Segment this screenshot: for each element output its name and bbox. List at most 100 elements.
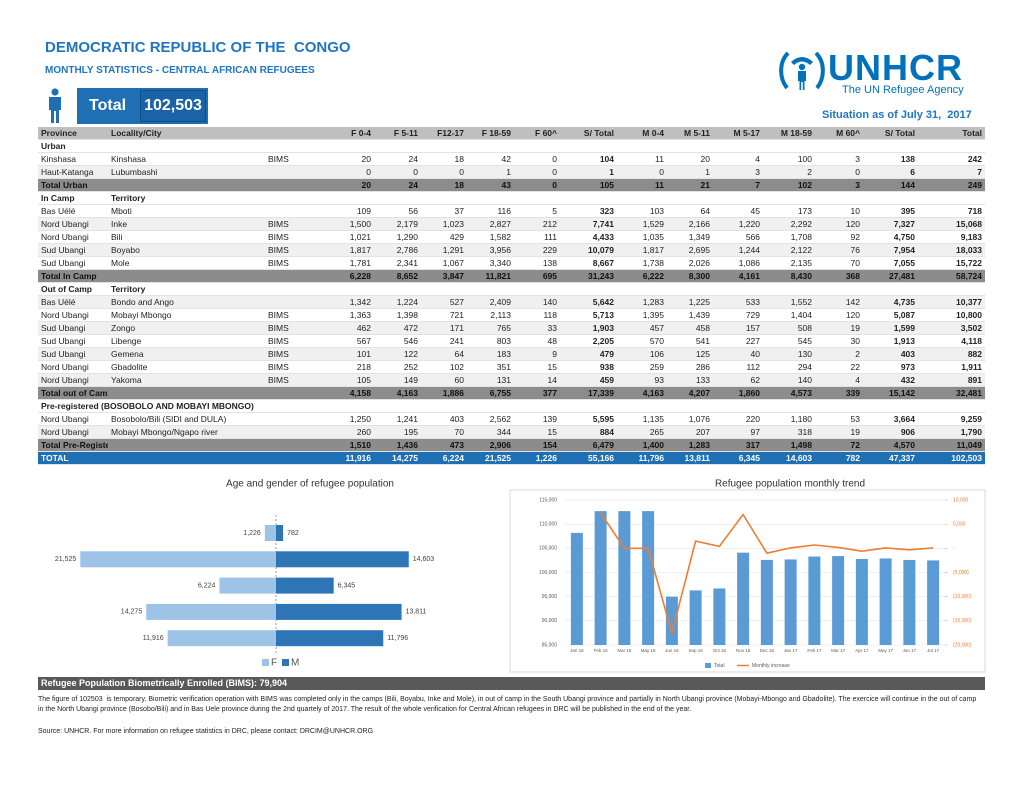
table-cell: 144 bbox=[863, 178, 918, 192]
table-cell: 8,430 bbox=[763, 269, 815, 283]
x-tick-label: Mar 16 bbox=[617, 648, 632, 653]
table-cell: 4 bbox=[815, 373, 863, 387]
y2-tick-label: (5,000) bbox=[953, 570, 969, 576]
data-row: Bas Uélé Mboti 109 56 37 116 5 323 103 64 45 173 10 3… bbox=[38, 204, 985, 218]
table-cell bbox=[265, 269, 330, 283]
table-cell: 122 bbox=[374, 347, 421, 361]
table-cell: 58,724 bbox=[918, 269, 985, 283]
table-cell: Bas Uélé bbox=[38, 295, 108, 309]
table-cell: 1,283 bbox=[617, 295, 667, 309]
value-label: 6,224 bbox=[198, 582, 216, 589]
table-cell: BIMS bbox=[265, 152, 330, 166]
bar bbox=[276, 577, 334, 594]
table-cell bbox=[265, 191, 985, 205]
table-cell: 104 bbox=[560, 152, 617, 166]
table-cell bbox=[265, 295, 330, 309]
table-cell: 429 bbox=[421, 230, 467, 244]
table-cell: 2,562 bbox=[467, 412, 514, 426]
statistics-table: Province Locality/City F 0-4 F 5-11 F12-17 F … bbox=[38, 127, 985, 465]
table-cell: 102 bbox=[763, 178, 815, 192]
table-cell: Inke bbox=[108, 217, 265, 231]
y-tick-label: 100,000 bbox=[539, 570, 557, 576]
table-cell: 22 bbox=[815, 360, 863, 374]
y-tick-label: 105,000 bbox=[539, 546, 557, 552]
table-cell: Kinshasa bbox=[38, 152, 108, 166]
table-cell: Gbadolite bbox=[108, 360, 265, 374]
table-cell: 33 bbox=[514, 321, 560, 335]
table-cell: 457 bbox=[617, 321, 667, 335]
table-cell: 566 bbox=[713, 230, 763, 244]
table-cell: 102 bbox=[421, 360, 467, 374]
table-cell: Libenge bbox=[108, 334, 265, 348]
total-row: Total Urban 20 24 18 43 0 105 11 21 7 102 3 144 249 bbox=[38, 178, 985, 192]
table-cell: 5 bbox=[514, 204, 560, 218]
x-tick-label: Jun 16 bbox=[665, 648, 679, 653]
table-cell: 24 bbox=[374, 178, 421, 192]
table-cell: 1 bbox=[467, 165, 514, 179]
table-cell: 20 bbox=[667, 152, 713, 166]
table-cell: 102,503 bbox=[918, 451, 985, 465]
table-cell: F 0-4 bbox=[330, 127, 374, 140]
table-cell: Lubumbashi bbox=[108, 165, 265, 179]
table-cell: 2 bbox=[815, 347, 863, 361]
table-cell: 1,241 bbox=[374, 412, 421, 426]
table-cell: Bondo and Ango bbox=[108, 295, 265, 309]
data-row: Nord Ubangi Gbadolite BIMS 218 252 102 351 15 93… bbox=[38, 360, 985, 374]
table-cell: 1,250 bbox=[330, 412, 374, 426]
table-cell: 1,395 bbox=[617, 308, 667, 322]
table-cell: 1,913 bbox=[863, 334, 918, 348]
table-cell: 106 bbox=[617, 347, 667, 361]
bar bbox=[784, 559, 797, 645]
x-tick-label: Apr 17 bbox=[855, 648, 869, 653]
title: DEMOCRATIC REPUBLIC OF THE CONGO bbox=[45, 39, 351, 56]
table-cell: Sud Ubangi bbox=[38, 347, 108, 361]
table-cell: 154 bbox=[514, 438, 560, 452]
table-cell: 72 bbox=[815, 438, 863, 452]
table-cell: 527 bbox=[421, 295, 467, 309]
bar bbox=[146, 603, 276, 620]
table-cell: 2,695 bbox=[667, 243, 713, 257]
y-tick-label: 110,000 bbox=[539, 521, 557, 527]
legend-swatch bbox=[262, 659, 269, 666]
table-cell: Nord Ubangi bbox=[38, 360, 108, 374]
table-cell bbox=[265, 127, 330, 140]
table-cell: 1,510 bbox=[330, 438, 374, 452]
person-icon bbox=[49, 88, 61, 123]
legend-label: M bbox=[291, 658, 299, 669]
grand-total-row: TOTAL 11,916 14,275 6,224 21,525 1,226 55,166 1… bbox=[38, 451, 985, 465]
table-cell: 11,821 bbox=[467, 269, 514, 283]
table-cell: 906 bbox=[863, 425, 918, 439]
bar bbox=[264, 525, 276, 541]
table-cell: 339 bbox=[815, 386, 863, 400]
table-cell: 4,207 bbox=[667, 386, 713, 400]
table-cell: 31,243 bbox=[560, 269, 617, 283]
bar bbox=[276, 525, 284, 541]
table-cell: 19 bbox=[815, 321, 863, 335]
table-cell: 130 bbox=[763, 347, 815, 361]
table-cell: 56 bbox=[374, 204, 421, 218]
table-cell: 42 bbox=[467, 152, 514, 166]
table-cell: 6,479 bbox=[560, 438, 617, 452]
y2-tick-label: 5,000 bbox=[953, 521, 966, 527]
y-tick-label: 95,000 bbox=[542, 594, 558, 600]
table-cell: 6,222 bbox=[617, 269, 667, 283]
table-cell: 1,135 bbox=[617, 412, 667, 426]
table-cell: 10 bbox=[815, 204, 863, 218]
table-cell: 1,023 bbox=[421, 217, 467, 231]
table-cell: 1,398 bbox=[374, 308, 421, 322]
table-cell: 432 bbox=[863, 373, 918, 387]
source: Source: UNHCR. For more information on r… bbox=[38, 728, 374, 735]
table-cell: BIMS bbox=[265, 217, 330, 231]
group-heading: Pre-registered (BOSOBOLO AND MOBAYI MBON… bbox=[38, 399, 985, 413]
table-cell: 15 bbox=[514, 360, 560, 374]
table-cell: 5,642 bbox=[560, 295, 617, 309]
y-tick-label: 115,000 bbox=[539, 497, 557, 503]
table-cell: 103 bbox=[617, 204, 667, 218]
table-cell: 20 bbox=[330, 152, 374, 166]
table-cell: 4,118 bbox=[918, 334, 985, 348]
bar bbox=[855, 558, 868, 645]
table-cell: 351 bbox=[467, 360, 514, 374]
table-cell: 4,433 bbox=[560, 230, 617, 244]
group-heading: Territory bbox=[108, 191, 265, 205]
x-tick-label: Nov 16 bbox=[736, 648, 751, 653]
